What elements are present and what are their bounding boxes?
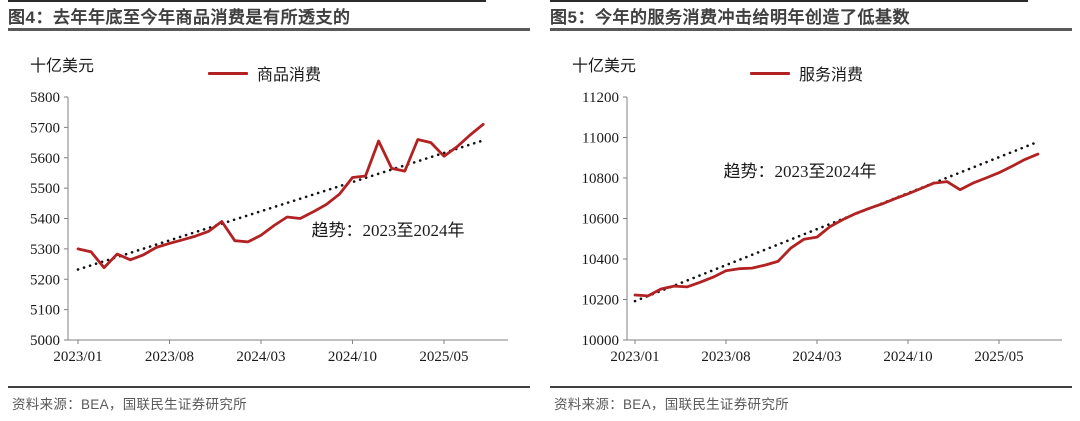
source-note: 资料来源：BEA，国联民生证券研究所	[554, 397, 789, 412]
y-tick-label: 5600	[30, 151, 60, 167]
x-tick-label: 2024/03	[792, 349, 841, 365]
y-tick-label: 5800	[30, 90, 60, 106]
figure4-title: 图4：去年年底至今年商品消费是有所透支的	[8, 8, 351, 27]
title-underline	[8, 28, 530, 31]
source-divider	[550, 386, 1072, 388]
title-underline	[550, 28, 1072, 31]
y-axis-unit-label: 十亿美元	[572, 58, 637, 75]
data-series-line	[633, 152, 1040, 298]
y-tick-label: 11200	[582, 90, 619, 106]
source-divider	[8, 386, 530, 388]
data-series-line	[76, 122, 485, 270]
figure5-panel: 图5：今年的服务消费冲击给明年创造了低基数 十亿美元 服务消费 10000 102…	[550, 0, 1072, 421]
legend-line-swatch	[208, 71, 248, 75]
y-tick-label: 5200	[30, 272, 60, 288]
x-tick-label: 2023/01	[610, 349, 659, 365]
y-tick-label: 10000	[582, 333, 620, 349]
x-tick-label: 2023/08	[701, 349, 750, 365]
y-tick-label: 10200	[582, 293, 620, 309]
y-tick-label: 5500	[30, 181, 60, 197]
legend-label: 商品消费	[257, 67, 322, 84]
figure4-panel: 图4：去年年底至今年商品消费是有所透支的 十亿美元 商品消费 5000 5100 5…	[8, 0, 530, 421]
figure5-title: 图5：今年的服务消费冲击给明年创造了低基数	[550, 8, 910, 27]
legend: 服务消费	[750, 61, 863, 85]
x-tick-label: 2023/08	[145, 349, 194, 365]
x-tick-label: 2024/03	[236, 349, 285, 365]
y-tick-label: 5400	[30, 212, 60, 228]
y-axis-unit-label: 十亿美元	[30, 58, 95, 75]
x-tick-label: 2023/01	[53, 349, 102, 365]
legend: 商品消费	[208, 61, 321, 85]
y-tick-label: 11000	[582, 131, 619, 147]
y-tick-label: 5100	[30, 303, 60, 319]
trend-annotation: 趋势：2023至2024年	[312, 221, 465, 240]
trend-dotted-line	[76, 139, 485, 271]
y-tick-label: 10800	[582, 171, 620, 187]
trend-annotation: 趋势：2023至2024年	[724, 162, 877, 181]
x-tick-label: 2024/10	[883, 349, 932, 365]
top-border-sliver	[550, 0, 1028, 2]
y-tick-label: 5300	[30, 242, 60, 258]
x-tick-label: 2024/10	[328, 349, 377, 365]
source-note: 资料来源：BEA，国联民生证券研究所	[12, 397, 247, 412]
legend-label: 服务消费	[799, 67, 864, 84]
top-border-sliver	[8, 0, 486, 2]
y-tick-label: 10600	[582, 212, 620, 228]
legend-line-swatch	[750, 71, 790, 75]
x-tick-label: 2025/05	[974, 349, 1023, 365]
y-tick-label: 5700	[30, 120, 60, 136]
y-tick-label: 5000	[30, 333, 60, 349]
services-consumption-line-chart: 10000 10200 10400 10600 10800 11000 11200 2023/…	[582, 90, 1062, 365]
y-tick-label: 10400	[582, 252, 620, 268]
x-tick-label: 2025/05	[419, 349, 468, 365]
goods-consumption-line-chart: 5000 5100 5200 5300 5400 5500 5600 5700 5800 2023…	[30, 90, 508, 365]
